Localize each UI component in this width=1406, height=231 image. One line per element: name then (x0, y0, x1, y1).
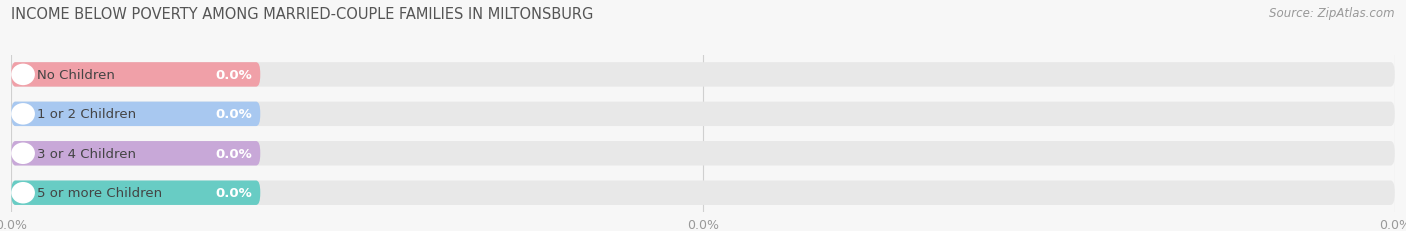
FancyBboxPatch shape (11, 102, 1395, 127)
Text: 1 or 2 Children: 1 or 2 Children (37, 108, 136, 121)
Text: 3 or 4 Children: 3 or 4 Children (37, 147, 136, 160)
Text: Source: ZipAtlas.com: Source: ZipAtlas.com (1270, 7, 1395, 20)
Text: INCOME BELOW POVERTY AMONG MARRIED-COUPLE FAMILIES IN MILTONSBURG: INCOME BELOW POVERTY AMONG MARRIED-COUPL… (11, 7, 593, 22)
FancyBboxPatch shape (11, 102, 260, 127)
FancyBboxPatch shape (11, 181, 260, 205)
FancyBboxPatch shape (11, 141, 260, 166)
Ellipse shape (11, 64, 35, 86)
Text: 0.0%: 0.0% (215, 186, 252, 199)
Ellipse shape (11, 104, 35, 125)
Ellipse shape (11, 182, 35, 204)
Text: 5 or more Children: 5 or more Children (37, 186, 162, 199)
Text: 0.0%: 0.0% (215, 147, 252, 160)
Text: 0.0%: 0.0% (215, 69, 252, 82)
Text: 0.0%: 0.0% (215, 108, 252, 121)
FancyBboxPatch shape (11, 63, 260, 87)
FancyBboxPatch shape (11, 141, 1395, 166)
Ellipse shape (11, 143, 35, 164)
FancyBboxPatch shape (11, 181, 1395, 205)
FancyBboxPatch shape (11, 63, 1395, 87)
Text: No Children: No Children (37, 69, 115, 82)
